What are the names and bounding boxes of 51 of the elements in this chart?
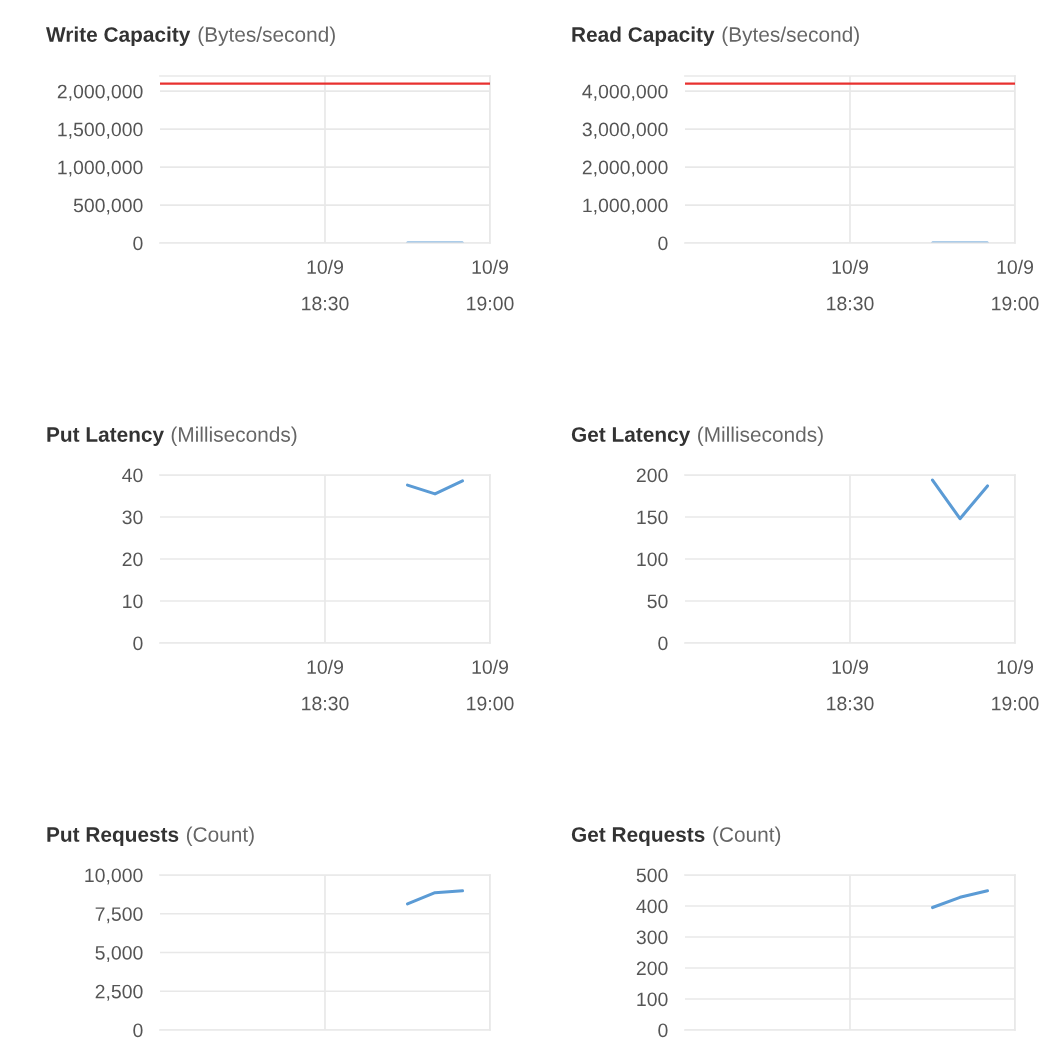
- y-tick-label: 10,000: [85, 868, 143, 885]
- y-tick-label: 1,500,000: [58, 122, 143, 139]
- y-tick-label: 0: [133, 236, 143, 251]
- x-tick-label: 10/9 18:30: [302, 659, 349, 711]
- y-tick-label: 200: [636, 961, 668, 976]
- y-tick-label: 400: [636, 899, 668, 914]
- y-tick-label: 2,500: [95, 984, 143, 1001]
- chart-title: Get Requests: [571, 827, 705, 846]
- chart-subtitle: (Count): [186, 826, 254, 846]
- y-tick-label: 0: [133, 1023, 143, 1038]
- y-tick-label: 1,000,000: [583, 198, 668, 215]
- x-tick-label: 10/9 18:30: [827, 259, 874, 311]
- y-tick-label: 200: [636, 468, 668, 483]
- y-tick-label: 300: [636, 930, 668, 945]
- chart-subtitle: (Bytes/second): [198, 26, 335, 46]
- x-tick-label: 10/9 19:00: [467, 259, 514, 311]
- x-tick-label: 10/9 19:00: [467, 659, 514, 711]
- x-tick-label: 10/9 18:30: [827, 659, 874, 711]
- y-tick-label: 10: [123, 594, 143, 609]
- y-tick-label: 4,000,000: [582, 84, 668, 101]
- y-tick-label: 0: [658, 236, 668, 251]
- chart-title: Read Capacity: [572, 26, 715, 46]
- y-tick-label: 0: [658, 1023, 668, 1038]
- y-tick-label: 7,500: [95, 907, 143, 924]
- chart-subtitle: (Bytes/second): [722, 26, 859, 46]
- chart-subtitle: (Milliseconds): [171, 426, 297, 446]
- chart-title: Put Latency: [47, 427, 164, 446]
- y-tick-label: 40: [122, 468, 143, 483]
- y-tick-label: 500: [636, 868, 668, 883]
- y-tick-label: 2,000,000: [582, 160, 668, 177]
- y-tick-label: 5,000: [95, 945, 143, 963]
- y-tick-label: 0: [658, 636, 668, 651]
- y-tick-label: 30: [122, 510, 143, 525]
- x-tick-label: 10/9 19:00: [992, 659, 1039, 711]
- y-tick-label: 50: [647, 594, 668, 609]
- y-tick-label: 500,000: [73, 198, 143, 215]
- y-tick-label: 100: [637, 552, 668, 567]
- y-tick-label: 150: [637, 510, 668, 525]
- chart-title: Write Capacity: [46, 26, 191, 46]
- chart-subtitle: (Count): [713, 826, 781, 846]
- chart-subtitle: (Milliseconds): [698, 426, 823, 446]
- y-tick-label: 0: [133, 636, 143, 651]
- chart-title: Get Latency: [571, 427, 691, 446]
- y-tick-label: 3,000,000: [582, 122, 668, 139]
- y-tick-label: 20: [122, 552, 143, 567]
- y-tick-label: 1,000,000: [58, 160, 143, 177]
- y-tick-label: 2,000,000: [57, 84, 143, 101]
- chart-title: Put Requests: [47, 827, 179, 846]
- x-tick-label: 10/9 18:30: [302, 259, 349, 311]
- y-tick-label: 100: [637, 992, 668, 1007]
- x-tick-label: 10/9 19:00: [992, 259, 1039, 311]
